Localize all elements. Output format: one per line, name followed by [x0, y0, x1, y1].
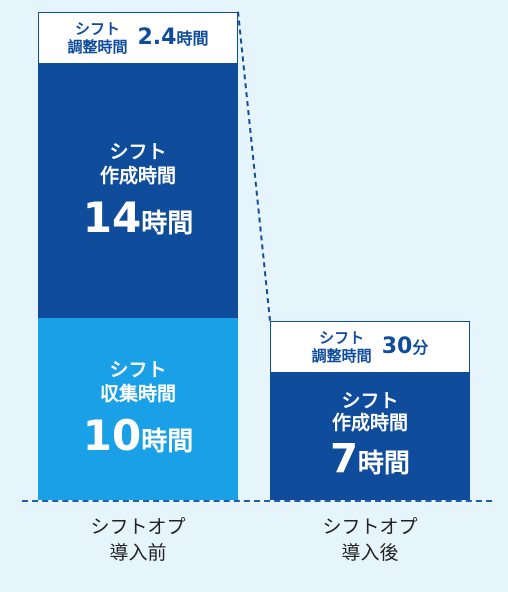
label-before-create-line1: シフト — [109, 140, 167, 163]
bar-after-create: シフト 作成時間 7時間 — [270, 372, 470, 500]
baseline — [22, 500, 492, 502]
category-label-after: シフトオプ 導入後 — [270, 514, 470, 566]
label-after-adjust: シフト 調整時間 30分 — [271, 322, 469, 372]
value-before-collect-unit: 時間 — [141, 426, 194, 457]
bar-before-collect: シフト 収集時間 10時間 — [38, 318, 238, 500]
value-after-adjust-unit: 分 — [412, 338, 429, 358]
label-before-adjust-line1: シフト — [74, 19, 120, 38]
label-before-collect: シフト 収集時間 10時間 — [38, 318, 238, 500]
category-label-before-line2: 導入前 — [109, 542, 167, 564]
label-after-create: シフト 作成時間 7時間 — [270, 373, 470, 500]
label-before-create: シフト 作成時間 14時間 — [38, 64, 238, 319]
value-after-create-num: 7 — [330, 436, 358, 483]
label-before-adjust: シフト 調整時間 2.4時間 — [39, 13, 237, 63]
category-label-before: シフトオプ 導入前 — [38, 514, 238, 566]
label-after-create-line2: 作成時間 — [331, 412, 408, 435]
category-label-after-line2: 導入後 — [341, 542, 399, 564]
value-before-create-num: 14 — [82, 192, 142, 242]
bar-before-adjust: シフト 調整時間 2.4時間 — [38, 11, 238, 64]
value-before-create-unit: 時間 — [141, 208, 194, 239]
value-before-adjust-num: 2.4 — [137, 24, 177, 50]
bar-after-adjust: シフト 調整時間 30分 — [270, 320, 470, 373]
value-before-collect-num: 10 — [82, 410, 142, 460]
label-after-create-line1: シフト — [341, 390, 399, 413]
category-label-before-line1: シフトオプ — [90, 516, 186, 538]
label-before-adjust-line2: 調整時間 — [67, 37, 128, 56]
bar-before-create: シフト 作成時間 14時間 — [38, 63, 238, 319]
value-before-adjust-unit: 時間 — [176, 28, 209, 48]
label-after-adjust-line2: 調整時間 — [311, 346, 372, 365]
category-label-after-line1: シフトオプ — [322, 516, 418, 538]
value-after-create-unit: 時間 — [357, 449, 410, 480]
value-after-adjust-num: 30 — [381, 334, 413, 360]
label-before-collect-line1: シフト — [109, 358, 167, 381]
label-before-create-line2: 作成時間 — [99, 164, 176, 187]
label-before-collect-line2: 収集時間 — [99, 382, 176, 405]
label-after-adjust-line1: シフト — [319, 328, 365, 347]
